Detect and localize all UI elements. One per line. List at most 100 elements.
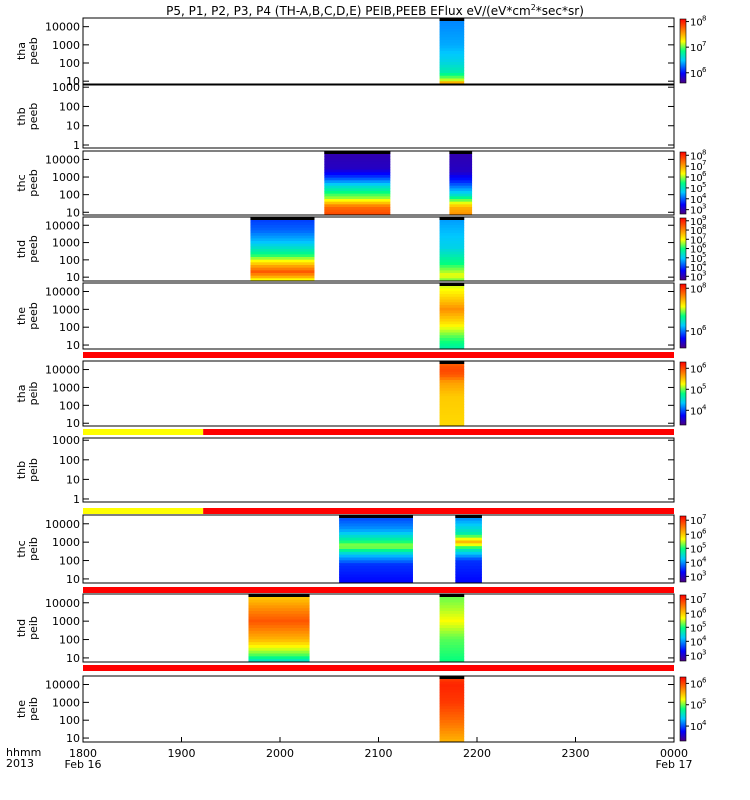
spectrogram-cell	[439, 338, 465, 342]
spectrogram-cell	[439, 385, 465, 389]
spectrogram-cell	[339, 551, 413, 556]
y-tick-label: 1000	[52, 237, 80, 250]
y-label-probe: tha	[15, 42, 28, 60]
spectrogram-cell	[439, 243, 465, 247]
colorbar-tick-exponent: 3	[702, 569, 706, 577]
spectrogram-cell	[439, 650, 465, 654]
colorbar-tick-label: 10	[690, 254, 703, 265]
y-label-product: peeb	[27, 302, 40, 330]
spectrogram-cell	[455, 517, 482, 522]
y-tick-label: 10	[66, 206, 80, 219]
spectrogram-cell	[250, 246, 315, 250]
spectrogram-cell	[439, 678, 465, 682]
spectrogram-cell	[439, 321, 465, 325]
y-label-probe: the	[15, 307, 28, 325]
panel-thb-peeb: 1000 100 10 1 thb peeb	[15, 81, 675, 152]
x-tick-label: 1800	[69, 747, 97, 760]
spectrogram-cell	[439, 404, 465, 408]
spectrogram-cell	[339, 540, 413, 544]
colorbar	[679, 361, 687, 426]
spectrogram-cell	[439, 285, 465, 289]
spectrogram-cell	[455, 543, 482, 547]
spectrogram-cell	[439, 75, 465, 79]
spectrogram-cell	[439, 291, 465, 295]
y-tick-label: 100	[59, 454, 80, 467]
spectrogram-cell	[324, 196, 391, 200]
colorbar-tick-label: 10	[690, 263, 703, 274]
spectrogram-cell	[324, 201, 391, 205]
spectrogram-cell	[439, 296, 465, 300]
spectrogram-cell	[439, 722, 465, 726]
x-tick-label: 2200	[463, 747, 491, 760]
y-label-product: peib	[27, 616, 40, 640]
spectrogram-cell	[339, 571, 413, 575]
spectrogram-cell	[250, 254, 315, 258]
y-tick-label: 1000	[52, 434, 80, 447]
spectrogram-cell	[439, 605, 465, 609]
mode-bar-segment	[203, 429, 675, 435]
spectrogram-cell	[439, 642, 465, 646]
y-tick-label: 1000	[52, 615, 80, 628]
colorbar-tick-label: 10	[690, 516, 703, 527]
spectrogram-cell	[339, 526, 413, 530]
spectrogram-cell	[248, 653, 310, 657]
colorbar-tick-exponent: 4	[702, 403, 707, 411]
colorbar-tick-exponent: 6	[702, 606, 707, 614]
colorbar-tick-exponent: 5	[702, 620, 706, 628]
spectrogram-cell	[439, 31, 465, 35]
spectrogram-fill-marker	[449, 151, 473, 154]
spectrogram-fill-marker	[439, 283, 465, 286]
spectrogram-cell	[439, 625, 465, 629]
spectrogram-cell	[439, 246, 465, 250]
spectrogram-cell	[324, 209, 391, 213]
x-tick-label: 2000	[266, 747, 294, 760]
spectrogram-cell	[439, 270, 465, 274]
spectrogram-cell	[449, 201, 473, 205]
spectrogram-cell	[439, 332, 465, 336]
spectrogram-cell	[248, 619, 310, 623]
spectrogram-cell	[324, 207, 391, 211]
spectrogram-cell	[439, 262, 465, 266]
spectrogram-cell	[449, 172, 473, 176]
colorbar-tick-label: 10	[690, 609, 703, 620]
spectrogram-cell	[449, 156, 473, 160]
spectrogram-cell	[324, 180, 391, 184]
spectrogram-cell	[449, 212, 473, 216]
colorbar-tick-exponent: 6	[702, 527, 707, 535]
spectrogram-cell	[449, 175, 473, 179]
colorbar-tick-label: 10	[690, 173, 703, 184]
spectrogram-cell	[439, 639, 465, 643]
y-tick-label: 10000	[45, 21, 80, 34]
colorbar-tick-exponent: 4	[702, 555, 707, 563]
colorbar	[679, 676, 687, 742]
panel-frame	[82, 514, 675, 584]
colorbar-tick-exponent: 6	[702, 242, 707, 250]
y-label-product: peib	[27, 537, 40, 561]
colorbar-tick-label: 10	[690, 637, 703, 648]
panel-frame	[82, 437, 675, 503]
spectrogram-fill-marker	[439, 594, 465, 597]
spectrogram-cell	[250, 219, 315, 223]
spectrogram-cell	[324, 164, 391, 168]
colorbar-tick-label: 10	[690, 558, 703, 569]
spectrogram-cell	[250, 225, 315, 229]
spectrogram-cell	[439, 700, 465, 704]
colorbar	[679, 217, 687, 281]
spectrogram-cell	[439, 653, 465, 657]
panel-frame	[82, 675, 675, 743]
spectrogram-cell	[439, 249, 465, 253]
x-date-label: Feb 17	[656, 758, 693, 771]
colorbar-tick-label: 10	[690, 162, 703, 173]
colorbar-tick-label: 10	[690, 572, 703, 583]
spectrogram-cell	[439, 318, 465, 322]
spectrogram-cell	[439, 40, 465, 44]
colorbar-tick-exponent: 6	[702, 170, 707, 178]
colorbar-tick-label: 10	[690, 245, 703, 256]
colorbar-tick-label: 10	[690, 235, 703, 246]
colorbar-tick-exponent: 5	[702, 698, 706, 706]
spectrogram-cell	[439, 401, 465, 405]
y-label-probe: the	[15, 700, 28, 718]
spectrogram-cell	[248, 633, 310, 637]
